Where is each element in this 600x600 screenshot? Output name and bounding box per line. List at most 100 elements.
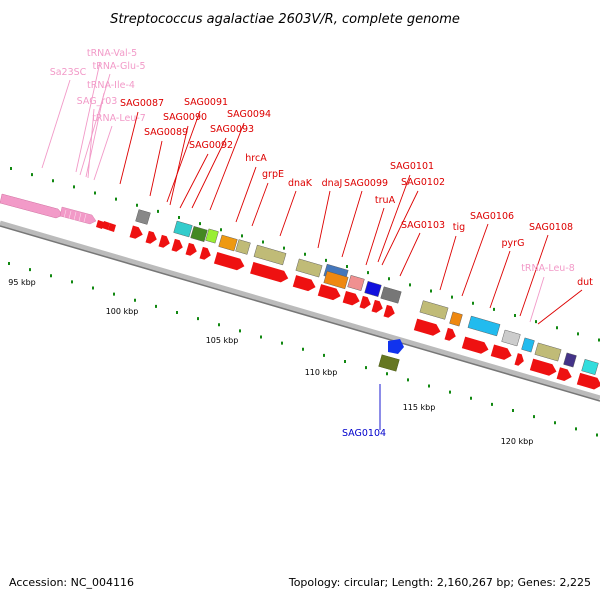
leader-line [209,122,245,211]
functional-block [501,329,521,347]
leader-line [519,234,549,317]
tick-mark [134,298,136,302]
tick-mark [155,304,157,308]
leader-line [169,125,189,206]
leader-line [87,108,95,179]
leader-line [179,153,209,209]
tick-mark [491,402,493,406]
gene-arrow [383,304,395,318]
tick-mark [493,307,495,311]
functional-block [295,258,323,278]
tick-mark [92,286,94,290]
functional-track [135,209,599,375]
feature-label: SAG0101 [390,161,434,172]
functional-block [364,281,382,297]
feature-label: tig [453,222,465,233]
gene-arrow [317,284,341,301]
tick-mark [367,271,369,275]
gene-arrow [342,291,360,306]
tick-mark [218,323,220,327]
feature-label: pyrG [502,238,525,249]
gene-arrow [292,275,316,292]
tick-mark [113,292,115,296]
map-title: Streptococcus agalactiae 2603V/R, comple… [110,12,460,27]
gene-arrow [556,367,572,382]
gene-arrow [359,295,371,309]
tick-mark [554,421,556,425]
functional-block [135,209,151,225]
functional-block [253,244,287,266]
tick-mark [178,216,180,219]
tick-mark [386,372,388,376]
tick-mark [94,191,96,195]
feature-label: tRNA-Leu-8 [521,263,575,274]
genome-backbone [0,220,600,402]
leader-line [461,223,489,297]
gene-arrow [199,246,211,260]
gene-arrow [213,252,245,271]
leader-line [166,110,201,203]
leader-line [317,190,331,249]
feature-label: SAG0091 [184,97,228,108]
tick-mark [199,222,201,226]
rrna-arrow [0,193,64,219]
tick-mark [449,390,451,394]
tick-mark [304,252,306,256]
functional-block [323,270,349,290]
kbp-label: 115 kbp [403,403,436,412]
gene-arrow [514,353,524,366]
feature-label: SAG0104 [342,428,386,439]
tick-mark [430,289,432,293]
feature-label: SAG0092 [189,140,233,151]
feature-label: hrcA [245,153,267,164]
feature-label: SAG0102 [401,177,445,188]
feature-label: dnaJ [322,178,343,189]
tick-mark [514,314,516,317]
sag0104-features [378,339,404,372]
tick-mark [220,228,222,232]
gene-arrow [444,327,456,341]
tick-mark [302,347,304,351]
gene-arrow [413,318,441,336]
tick-mark [136,203,138,207]
kbp-label: 110 kbp [305,368,338,377]
outer-tick-row [10,167,600,342]
functional-block [218,234,238,252]
functional-block [347,275,365,291]
scale-labels: 95 kbp 100 kbp 105 kbp 110 kbp 115 kbp 120 kb… [8,278,533,446]
tick-mark [281,341,283,345]
tick-mark [241,234,243,238]
tick-mark [512,409,514,412]
inner-tick-row [8,262,598,437]
leader-line [381,190,419,266]
gene-arrow [129,225,143,239]
leader-line [93,125,113,181]
functional-block [534,342,562,362]
tick-mark [323,353,325,357]
feature-label: SAG0093 [210,124,254,135]
functional-block [205,228,219,244]
functional-block [467,315,501,337]
tick-mark [283,246,285,250]
gene-arrow [250,261,289,283]
feature-label: tRNA-Glu-5 [93,61,146,72]
leader-line [489,250,511,309]
tick-mark [577,332,579,336]
leader-line [399,232,421,277]
leader-line [439,235,457,291]
kbp-label: 105 kbp [206,336,239,345]
gene-arrow [576,372,600,390]
leader-line [191,137,227,209]
tick-mark [598,338,600,342]
leader-line [279,190,297,237]
tick-mark [596,433,598,437]
feature-label: SAG_r03 [77,96,118,107]
tick-mark [157,209,159,213]
trna-cluster [59,206,97,225]
gene-arrow [490,344,512,360]
gene-arrow [145,230,157,244]
functional-block [190,226,208,242]
functional-block [563,352,577,368]
leader-line [251,182,269,227]
